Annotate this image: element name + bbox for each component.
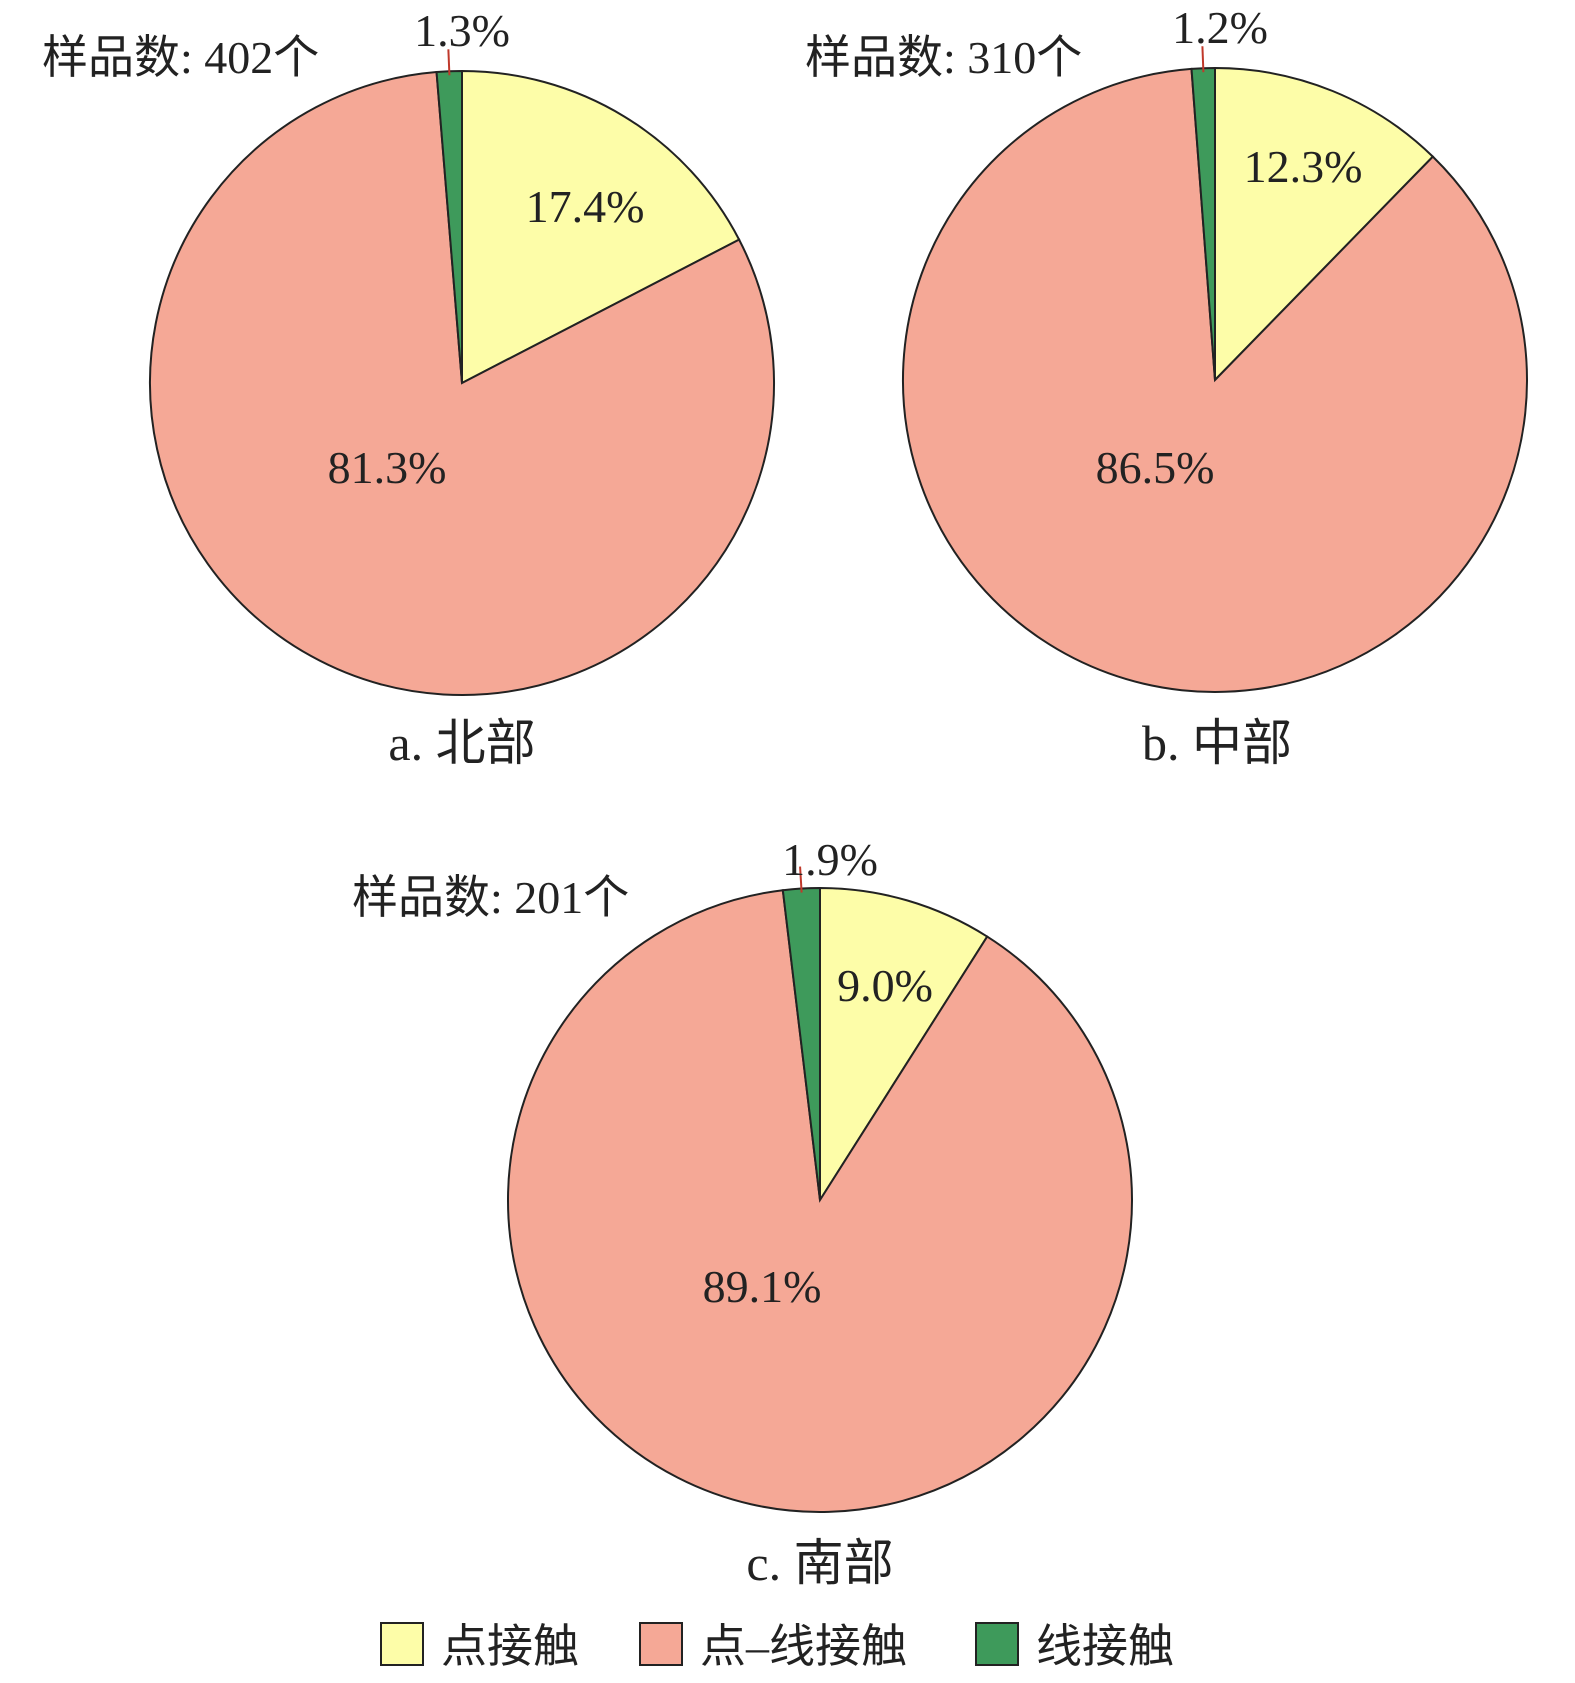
legend-swatch-point-line [639, 1622, 683, 1666]
slice-label-line: 1.9% [782, 834, 878, 885]
leader-line [1201, 46, 1205, 73]
slice-label-line: 1.3% [414, 5, 510, 56]
slice-label-point: 9.0% [837, 960, 933, 1011]
sample-count-label: 样品数: 201个 [352, 872, 629, 923]
pie-slices [902, 46, 1529, 693]
legend: 点接触 点–线接触 线接触 [380, 1621, 1174, 1672]
legend-label-line: 线接触 [1036, 1621, 1174, 1672]
legend-label-point: 点接触 [441, 1621, 579, 1672]
legend-swatch-point [380, 1622, 424, 1666]
slice-label-point-line: 81.3% [328, 442, 447, 493]
pie-slice-point [819, 886, 989, 1204]
leader-line [447, 49, 451, 76]
sample-count-label: 样品数: 402个 [42, 32, 319, 83]
sample-count-label: 样品数: 310个 [805, 32, 1082, 83]
pie-panel-central: 样品数: 310个 12.3% 86.5% 1.2% b. 中部 [805, 2, 1529, 771]
pie-slice-point-line [507, 889, 1133, 1513]
pie-slices [149, 49, 775, 696]
panel-caption: a. 北部 [388, 715, 535, 771]
pie-slice-point [1214, 66, 1435, 383]
slice-label-line: 1.2% [1172, 2, 1268, 53]
pie-slices [507, 866, 1133, 1513]
pie-slice-point-line [149, 70, 775, 696]
pie-slice-point-line [902, 67, 1529, 693]
slice-label-point-line: 86.5% [1096, 442, 1215, 493]
legend-label-point-line: 点–线接触 [700, 1621, 907, 1672]
pie-panel-north: 样品数: 402个 17.4% 81.3% 1.3% a. 北部 [42, 5, 775, 771]
slice-label-point: 17.4% [526, 181, 645, 232]
panel-caption: c. 南部 [746, 1535, 893, 1591]
panel-caption: b. 中部 [1142, 715, 1292, 771]
pie-panel-south: 样品数: 201个 9.0% 89.1% 1.9% c. 南部 [352, 834, 1133, 1591]
pie-slice-point [461, 69, 741, 385]
slice-label-point: 12.3% [1244, 141, 1363, 192]
legend-swatch-line [975, 1622, 1019, 1666]
slice-label-point-line: 89.1% [703, 1261, 822, 1312]
leader-line [799, 866, 803, 893]
